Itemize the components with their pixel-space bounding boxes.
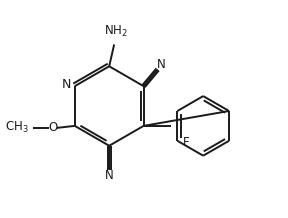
Text: CH$_3$: CH$_3$: [5, 120, 29, 135]
Text: N: N: [105, 169, 113, 182]
Text: F: F: [183, 136, 190, 149]
Text: NH$_2$: NH$_2$: [104, 24, 128, 39]
Text: N: N: [61, 78, 71, 91]
Text: N: N: [157, 58, 166, 71]
Text: O: O: [48, 121, 58, 134]
